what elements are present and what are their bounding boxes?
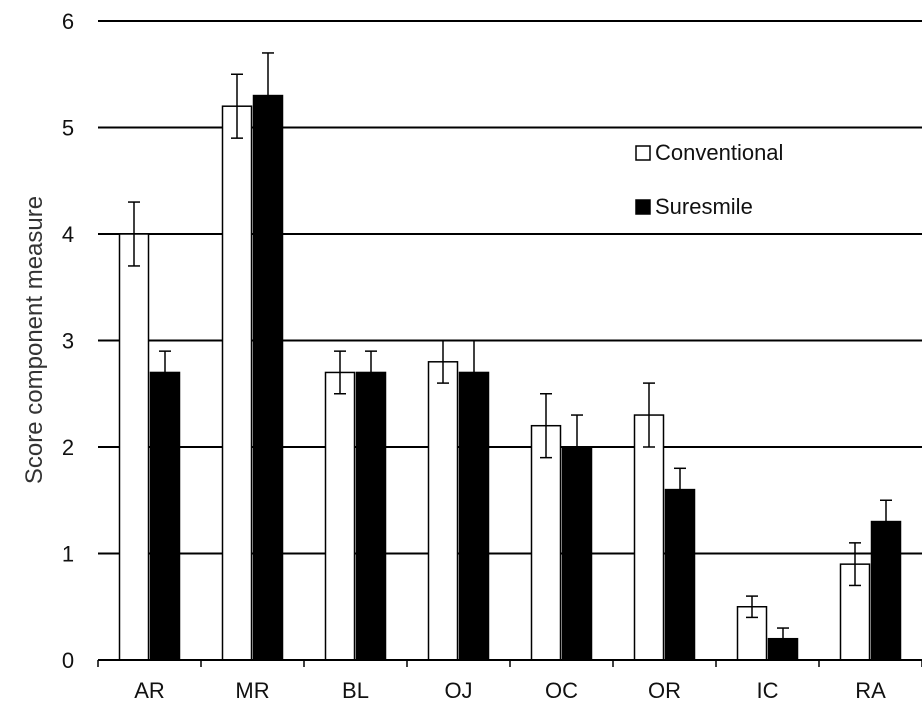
bar-conventional-ar — [118, 233, 150, 661]
bar-conventional-mr — [221, 105, 253, 661]
bar-suresmile-oj — [458, 371, 490, 661]
bar-suresmile-bl — [355, 371, 387, 661]
legend-label-suresmile: Suresmile — [655, 194, 753, 219]
x-tick-label: MR — [235, 678, 269, 703]
bar-conventional-bl — [324, 371, 356, 661]
bar-suresmile-or — [664, 488, 696, 661]
y-tick-label: 4 — [62, 222, 74, 247]
x-tick-label: AR — [134, 678, 165, 703]
bars — [118, 94, 902, 661]
bar-suresmile-oc — [561, 446, 593, 661]
y-tick-label: 1 — [62, 542, 74, 567]
y-tick-label: 6 — [62, 9, 74, 34]
x-tick-label: OR — [648, 678, 681, 703]
gridlines — [98, 20, 922, 555]
y-axis-title: Score component measure — [21, 196, 48, 484]
bar-suresmile-mr — [252, 94, 284, 661]
bar-conventional-oj — [427, 361, 459, 661]
error-bars — [128, 52, 892, 651]
x-tick-label: BL — [342, 678, 369, 703]
legend-label-conventional: Conventional — [655, 140, 783, 165]
y-tick-label: 3 — [62, 329, 74, 354]
legend: Conventional Suresmile — [635, 140, 783, 219]
y-tick-label: 2 — [62, 435, 74, 460]
legend-swatch-conventional — [635, 145, 651, 161]
y-tick-labels: 0 1 2 3 4 5 6 — [62, 9, 74, 673]
legend-swatch-suresmile — [635, 199, 651, 215]
axes — [97, 659, 922, 667]
bar-suresmile-ar — [149, 371, 181, 661]
x-tick-label: OJ — [444, 678, 472, 703]
y-tick-label: 0 — [62, 648, 74, 673]
x-tick-labels: AR MR BL OJ OC OR IC RA — [134, 678, 886, 703]
x-tick-label: RA — [855, 678, 886, 703]
bar-conventional-or — [633, 414, 665, 661]
bar-conventional-oc — [530, 424, 562, 661]
y-tick-label: 5 — [62, 116, 74, 141]
x-tick-label: IC — [757, 678, 779, 703]
x-tick-label: OC — [545, 678, 578, 703]
